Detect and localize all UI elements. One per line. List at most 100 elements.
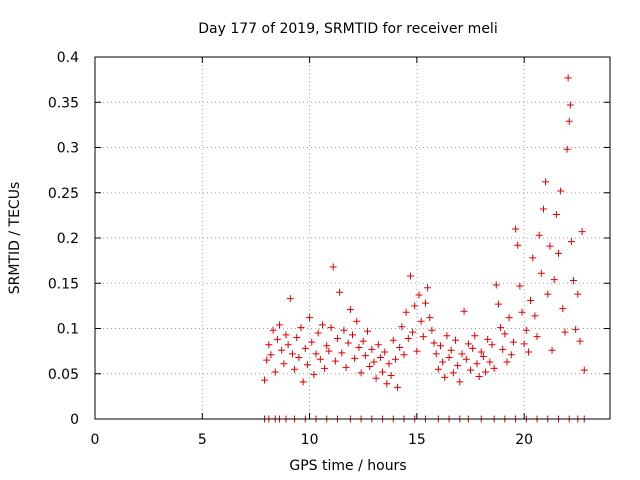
data-point — [321, 364, 329, 372]
data-point — [434, 365, 442, 373]
data-point — [512, 225, 520, 233]
data-point — [361, 352, 369, 360]
data-point — [394, 383, 402, 391]
data-point — [316, 355, 324, 363]
data-point — [557, 187, 565, 195]
data-point — [524, 348, 532, 356]
data-point — [522, 326, 530, 334]
data-point — [484, 335, 492, 343]
data-point — [293, 334, 301, 342]
y-tick-label: 0.4 — [57, 50, 79, 66]
data-point — [564, 74, 572, 82]
data-point — [400, 351, 408, 359]
data-point — [473, 360, 481, 368]
data-point — [552, 210, 560, 218]
data-point — [499, 345, 507, 353]
data-point — [282, 331, 290, 339]
data-point — [550, 276, 558, 284]
data-point — [263, 356, 271, 364]
axis-ticks: 0 5 10 15 20 0 0.05 0.1 0.15 0.2 0.25 0.3 0.35 0.4 — [48, 50, 610, 448]
data-point — [409, 328, 417, 336]
data-point — [342, 363, 350, 371]
data-point — [462, 355, 470, 363]
data-point — [561, 328, 569, 336]
x-tick-label: 10 — [301, 432, 319, 448]
data-point — [366, 363, 374, 371]
data-point — [278, 346, 286, 354]
data-point — [376, 353, 384, 361]
data-point — [387, 372, 395, 380]
data-point — [447, 346, 455, 354]
x-tick-label: 0 — [91, 432, 100, 448]
chart-title: Day 177 of 2019, SRMTID for receiver mel… — [198, 21, 497, 37]
data-point — [299, 378, 307, 386]
y-tick-label: 0.25 — [48, 186, 79, 202]
data-point — [497, 324, 505, 332]
data-point — [518, 308, 526, 316]
x-tick-label: 15 — [408, 432, 426, 448]
data-point — [467, 366, 475, 374]
data-point — [291, 365, 299, 373]
data-point — [482, 368, 490, 376]
data-point — [520, 340, 528, 348]
data-point — [449, 369, 457, 377]
data-point — [351, 354, 359, 362]
data-point — [346, 305, 354, 313]
data-point — [349, 331, 356, 339]
data-point — [303, 361, 311, 369]
data-point — [559, 305, 567, 313]
data-point — [428, 326, 436, 334]
data-point — [318, 321, 326, 329]
data-point — [555, 249, 562, 257]
grid — [95, 57, 610, 419]
data-point — [288, 350, 296, 358]
data-point — [286, 295, 294, 303]
data-point — [333, 334, 341, 342]
data-point — [421, 299, 429, 307]
data-point — [381, 348, 389, 356]
y-tick-label: 0.1 — [57, 322, 79, 338]
data-point — [458, 350, 466, 358]
data-point — [314, 329, 322, 337]
data-point — [445, 353, 453, 361]
data-point — [379, 368, 387, 376]
data-point — [389, 336, 397, 344]
data-point — [265, 341, 273, 349]
data-point — [456, 378, 464, 386]
y-tick-label: 0.35 — [48, 95, 79, 111]
data-point — [411, 302, 419, 310]
data-point — [325, 347, 333, 355]
data-point — [306, 314, 314, 322]
data-point — [391, 355, 399, 363]
data-point — [353, 317, 361, 325]
data-point — [441, 373, 449, 381]
data-point — [516, 282, 524, 290]
data-point — [301, 344, 309, 352]
y-axis-label: SRMTID / TECUs — [7, 182, 23, 295]
data-point — [436, 342, 444, 350]
data-point — [572, 325, 580, 333]
data-point — [267, 351, 275, 359]
data-point — [464, 340, 472, 348]
data-point — [359, 337, 367, 345]
data-point — [509, 338, 517, 346]
data-point — [469, 344, 477, 352]
y-tick-label: 0.2 — [57, 231, 79, 247]
data-point — [574, 290, 582, 298]
data-point — [570, 277, 578, 285]
data-point — [492, 281, 500, 289]
y-tick-label: 0.3 — [57, 141, 79, 157]
data-point — [544, 290, 552, 298]
data-point — [402, 308, 410, 316]
data-point — [479, 353, 487, 361]
data-point — [527, 296, 535, 304]
data-point — [507, 351, 515, 359]
data-point — [548, 346, 556, 354]
data-point — [576, 337, 584, 345]
data-point — [295, 353, 303, 361]
data-point — [284, 341, 292, 349]
data-point — [323, 342, 331, 350]
data-point — [460, 307, 468, 315]
data-point — [329, 263, 337, 271]
